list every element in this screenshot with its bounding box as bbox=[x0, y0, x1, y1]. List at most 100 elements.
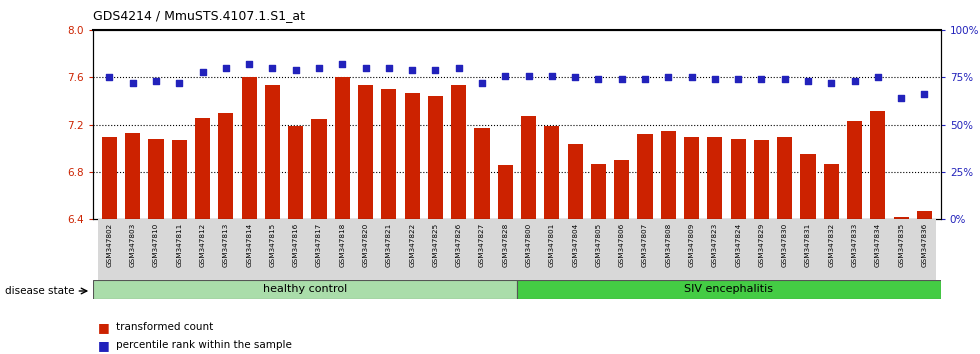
Text: GSM347801: GSM347801 bbox=[549, 223, 555, 267]
Bar bbox=[330, 219, 354, 281]
Text: transformed count: transformed count bbox=[116, 322, 213, 332]
Bar bbox=[241, 78, 257, 219]
Point bbox=[591, 76, 607, 82]
Text: GSM347830: GSM347830 bbox=[782, 223, 788, 267]
Bar bbox=[98, 219, 122, 281]
Text: ■: ■ bbox=[98, 339, 110, 352]
Bar bbox=[470, 219, 494, 281]
Point bbox=[381, 65, 397, 71]
Point bbox=[405, 67, 420, 73]
Text: GSM347829: GSM347829 bbox=[759, 223, 764, 267]
Point bbox=[544, 73, 560, 78]
Text: GSM347832: GSM347832 bbox=[828, 223, 834, 267]
Bar bbox=[517, 219, 540, 281]
Text: disease state: disease state bbox=[5, 286, 74, 296]
Point bbox=[474, 80, 490, 86]
Point bbox=[498, 73, 514, 78]
Point bbox=[172, 80, 187, 86]
Point bbox=[265, 65, 280, 71]
Point bbox=[613, 76, 629, 82]
Point bbox=[195, 69, 211, 75]
Bar bbox=[377, 219, 401, 281]
Text: GSM347826: GSM347826 bbox=[456, 223, 462, 267]
Bar bbox=[521, 116, 536, 219]
Point bbox=[916, 92, 932, 97]
Bar bbox=[843, 219, 866, 281]
Text: GSM347810: GSM347810 bbox=[153, 223, 159, 267]
Bar bbox=[423, 219, 447, 281]
Text: GSM347806: GSM347806 bbox=[618, 223, 624, 267]
Point bbox=[218, 65, 233, 71]
Bar bbox=[168, 219, 191, 281]
Bar bbox=[680, 219, 704, 281]
Bar bbox=[564, 219, 587, 281]
Point bbox=[567, 75, 583, 80]
Text: GSM347825: GSM347825 bbox=[432, 223, 438, 267]
Bar bbox=[894, 217, 908, 219]
Bar bbox=[704, 219, 726, 281]
Text: GSM347802: GSM347802 bbox=[107, 223, 113, 267]
Bar bbox=[726, 219, 750, 281]
Bar bbox=[215, 219, 237, 281]
Text: GSM347822: GSM347822 bbox=[410, 223, 416, 267]
Point bbox=[124, 80, 140, 86]
Bar bbox=[284, 219, 308, 281]
Bar bbox=[447, 219, 470, 281]
Text: GSM347811: GSM347811 bbox=[176, 223, 182, 267]
Point bbox=[707, 76, 722, 82]
Text: GSM347800: GSM347800 bbox=[525, 223, 531, 267]
Point bbox=[801, 78, 816, 84]
Bar bbox=[611, 219, 633, 281]
Bar bbox=[754, 140, 769, 219]
Text: GSM347833: GSM347833 bbox=[852, 223, 858, 267]
Text: GSM347805: GSM347805 bbox=[596, 223, 602, 267]
Bar bbox=[917, 211, 932, 219]
Bar bbox=[354, 219, 377, 281]
Bar bbox=[494, 219, 516, 281]
Text: GSM347821: GSM347821 bbox=[386, 223, 392, 267]
Bar bbox=[819, 219, 843, 281]
Bar bbox=[381, 89, 397, 219]
Point bbox=[661, 75, 676, 80]
Text: GSM347836: GSM347836 bbox=[921, 223, 927, 267]
Bar bbox=[890, 219, 912, 281]
Bar bbox=[912, 219, 936, 281]
Bar bbox=[451, 85, 466, 219]
Bar bbox=[265, 85, 280, 219]
Bar bbox=[567, 144, 583, 219]
Bar bbox=[125, 133, 140, 219]
Bar bbox=[358, 85, 373, 219]
Point bbox=[451, 65, 466, 71]
Point bbox=[894, 96, 909, 101]
Bar bbox=[633, 219, 657, 281]
Bar bbox=[750, 219, 773, 281]
Point bbox=[288, 67, 304, 73]
Bar bbox=[797, 219, 819, 281]
Bar bbox=[824, 164, 839, 219]
Text: GSM347813: GSM347813 bbox=[222, 223, 229, 267]
Bar bbox=[335, 78, 350, 219]
Bar bbox=[261, 219, 284, 281]
Point bbox=[754, 76, 769, 82]
Bar bbox=[544, 126, 560, 219]
Bar bbox=[405, 93, 419, 219]
Bar bbox=[731, 139, 746, 219]
Bar bbox=[591, 164, 606, 219]
Text: GSM347818: GSM347818 bbox=[339, 223, 345, 267]
Text: GSM347814: GSM347814 bbox=[246, 223, 252, 267]
Bar bbox=[312, 119, 326, 219]
Bar bbox=[587, 219, 611, 281]
Text: GSM347827: GSM347827 bbox=[479, 223, 485, 267]
Point bbox=[241, 61, 257, 67]
Bar bbox=[516, 280, 941, 299]
Text: GSM347834: GSM347834 bbox=[875, 223, 881, 267]
Point bbox=[777, 76, 793, 82]
Text: GSM347824: GSM347824 bbox=[735, 223, 741, 267]
Point bbox=[334, 61, 350, 67]
Bar bbox=[219, 113, 233, 219]
Text: GSM347820: GSM347820 bbox=[363, 223, 368, 267]
Bar bbox=[308, 219, 330, 281]
Text: GSM347812: GSM347812 bbox=[200, 223, 206, 267]
Text: GSM347816: GSM347816 bbox=[293, 223, 299, 267]
Point bbox=[312, 65, 327, 71]
